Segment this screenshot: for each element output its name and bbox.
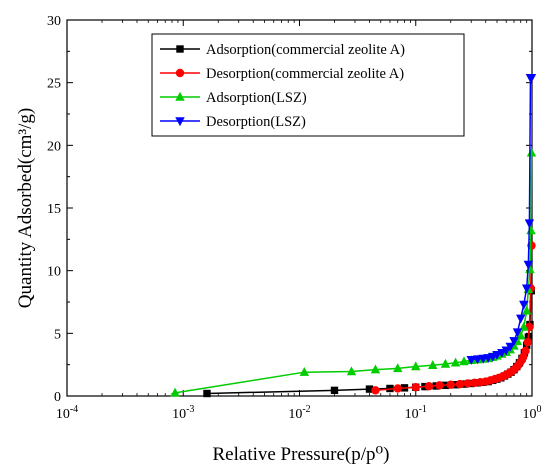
y-tick-label: 25 — [47, 77, 61, 92]
data-point — [523, 337, 532, 347]
data-point — [203, 389, 211, 398]
legend-label: Adsorption(commercial zeolite A) — [206, 42, 405, 58]
legend-label: Desorption(commercial zeolite A) — [206, 66, 404, 82]
legend-marker — [175, 68, 185, 78]
legend: Adsorption(commercial zeolite A) Desorpti… — [151, 33, 465, 137]
data-point — [521, 284, 532, 294]
data-point — [526, 73, 537, 83]
data-point — [463, 379, 472, 388]
series-layer — [170, 73, 537, 398]
legend-marker — [175, 117, 185, 127]
x-tick-label: 100 — [523, 404, 542, 422]
data-point — [370, 364, 381, 374]
y-tick-label: 15 — [47, 202, 61, 217]
x-tick-label: 10-1 — [405, 404, 427, 422]
axes-layer: 0 5 10 15 20 25 30 10-4 10-3 10-2 10-1 100 — [47, 14, 542, 422]
data-point — [371, 386, 380, 395]
data-point — [446, 380, 455, 389]
x-axis-title: Relative Pressure(p/p⁰) — [213, 444, 390, 465]
data-point — [509, 337, 519, 347]
legend-label: Adsorption(LSZ) — [206, 90, 307, 106]
y-tick-label: 10 — [47, 265, 61, 280]
data-point — [346, 366, 357, 376]
series-line — [206, 290, 532, 395]
series-triangle-down — [466, 73, 537, 365]
data-point — [459, 356, 469, 366]
data-point — [299, 366, 310, 376]
legend-marker — [175, 91, 185, 101]
data-point — [330, 386, 339, 395]
data-point — [521, 346, 530, 356]
x-tick-label: 10-2 — [288, 404, 310, 422]
data-point — [435, 381, 444, 390]
data-point — [466, 355, 476, 365]
data-point — [501, 346, 511, 356]
data-point — [440, 358, 451, 368]
data-point — [472, 355, 483, 365]
data-point — [411, 361, 421, 371]
data-point — [516, 314, 526, 324]
data-point — [523, 260, 534, 270]
data-point — [424, 382, 434, 391]
data-point — [450, 357, 461, 367]
x-tick-label: 10-3 — [172, 404, 194, 422]
legend-item: Desorption(LSZ) — [160, 114, 306, 130]
legend-item: Adsorption(commercial zeolite A) — [160, 42, 405, 58]
data-point — [512, 328, 523, 338]
data-point — [526, 225, 536, 235]
series-circle — [371, 241, 536, 395]
data-point — [521, 305, 532, 315]
y-tick-label: 5 — [54, 327, 61, 342]
data-point — [365, 385, 374, 393]
data-point — [393, 384, 402, 393]
data-point — [524, 219, 535, 229]
data-point — [411, 383, 420, 392]
data-point — [505, 342, 515, 352]
data-point — [393, 363, 403, 373]
legend-item: Desorption(commercial zeolite A) — [160, 66, 404, 82]
legend-item: Adsorption(LSZ) — [160, 90, 307, 106]
data-point — [519, 300, 529, 310]
data-point — [455, 379, 465, 389]
x-tick-label: 10-4 — [56, 404, 78, 422]
legend-marker — [176, 45, 184, 53]
y-axis-title: Quantity Adsorbed(cm³/g) — [15, 108, 36, 308]
data-point — [526, 147, 537, 157]
y-tick-label: 20 — [47, 139, 61, 154]
y-tick-label: 30 — [47, 14, 61, 29]
data-point — [428, 360, 438, 369]
data-point — [170, 387, 180, 397]
legend-label: Desorption(LSZ) — [206, 114, 306, 130]
y-tick-label: 0 — [54, 390, 61, 405]
legend-box — [151, 33, 465, 137]
